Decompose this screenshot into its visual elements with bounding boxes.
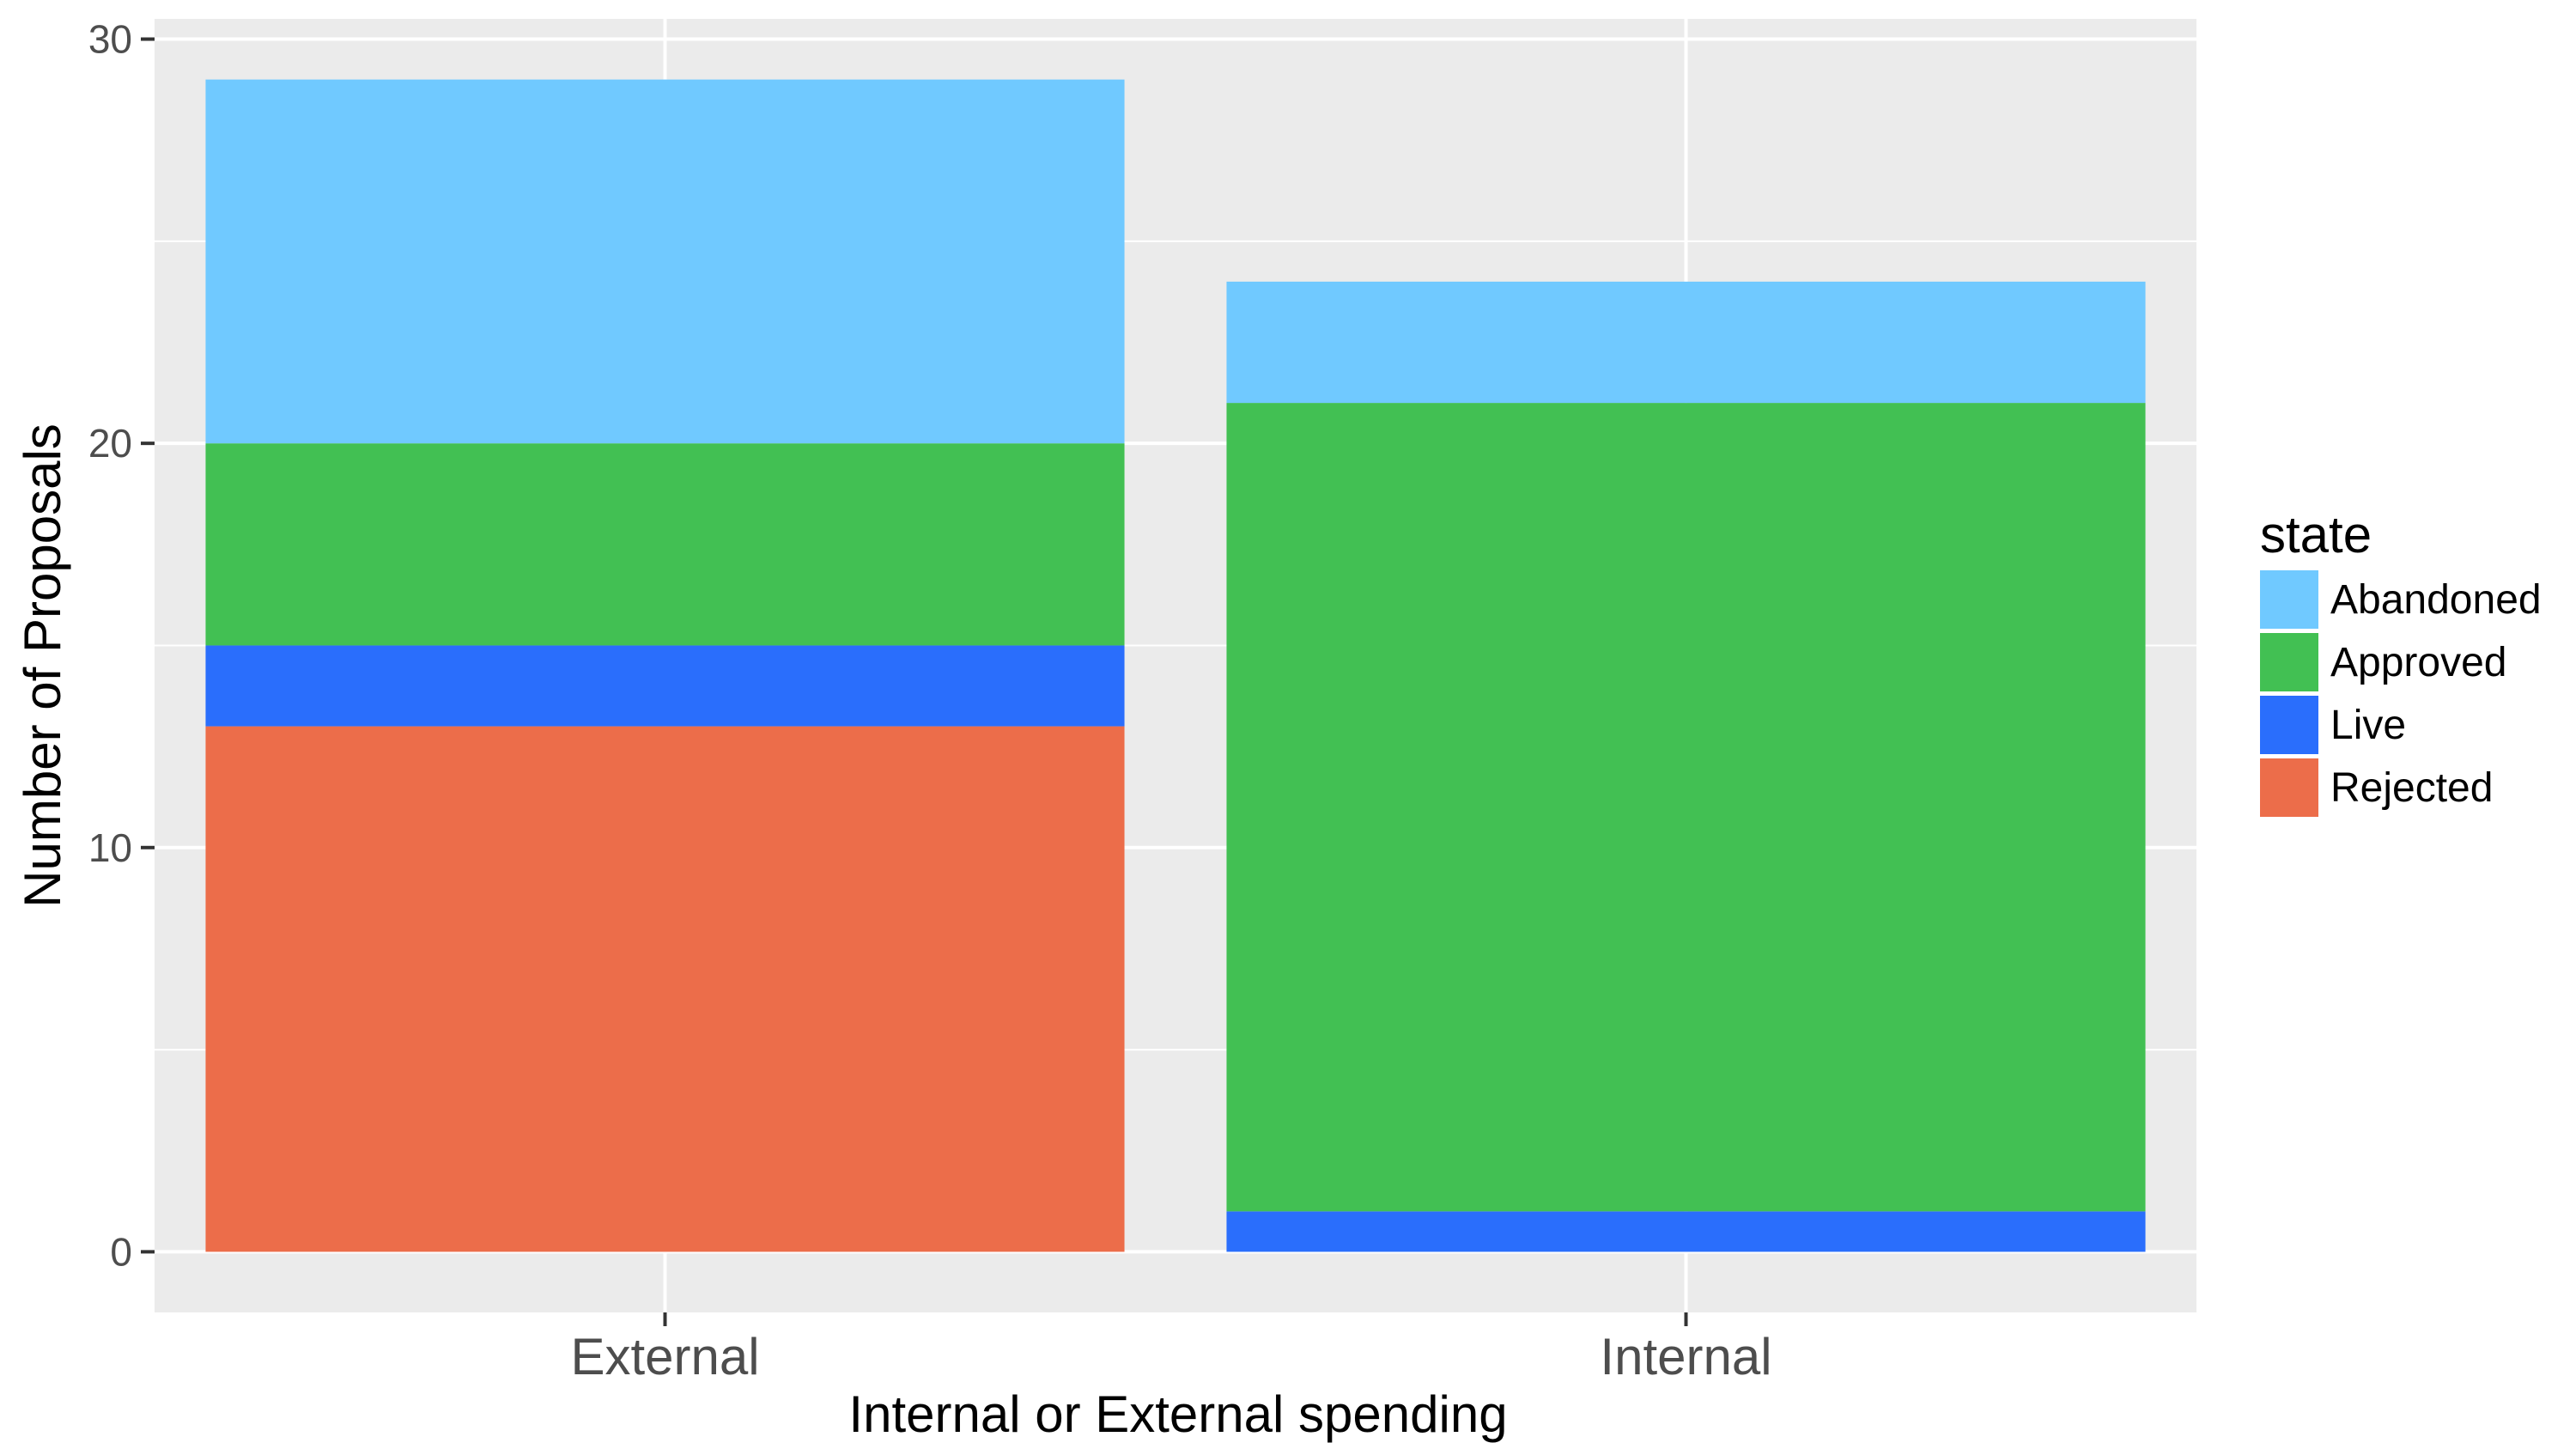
bar-segment-rejected: [205, 726, 1125, 1252]
legend-label-rejected: Rejected: [2330, 765, 2493, 811]
bars: [205, 79, 2146, 1252]
legend-label-abandoned: Abandoned: [2330, 577, 2542, 623]
bar-segment-abandoned: [205, 79, 1125, 444]
legend-key-approved: [2260, 633, 2318, 691]
y-tick-label: 20: [88, 421, 132, 466]
legend: state Abandoned Approved Live Rejected: [2260, 506, 2542, 817]
bar-segment-approved: [205, 443, 1125, 646]
y-tick-label: 10: [88, 825, 132, 870]
x-tick-label: Internal: [1600, 1328, 1771, 1385]
bar-segment-approved: [1226, 403, 2146, 1212]
x-axis: External Internal: [570, 1312, 1772, 1385]
legend-key-rejected: [2260, 758, 2318, 817]
legend-title: state: [2260, 506, 2372, 563]
bar-segment-live: [205, 645, 1125, 727]
bar-segment-live: [1226, 1211, 2146, 1252]
y-axis: 0 10 20 30: [88, 17, 155, 1274]
legend-key-live: [2260, 696, 2318, 754]
y-tick-label: 0: [110, 1229, 132, 1274]
x-tick-label: External: [570, 1328, 759, 1385]
legend-label-live: Live: [2330, 703, 2406, 748]
y-tick-label: 30: [88, 17, 132, 62]
bar-segment-abandoned: [1226, 281, 2146, 404]
legend-label-approved: Approved: [2330, 640, 2506, 685]
legend-key-abandoned: [2260, 570, 2318, 629]
x-axis-title: Internal or External spending: [848, 1385, 1507, 1443]
y-axis-title: Number of Proposals: [14, 423, 71, 908]
